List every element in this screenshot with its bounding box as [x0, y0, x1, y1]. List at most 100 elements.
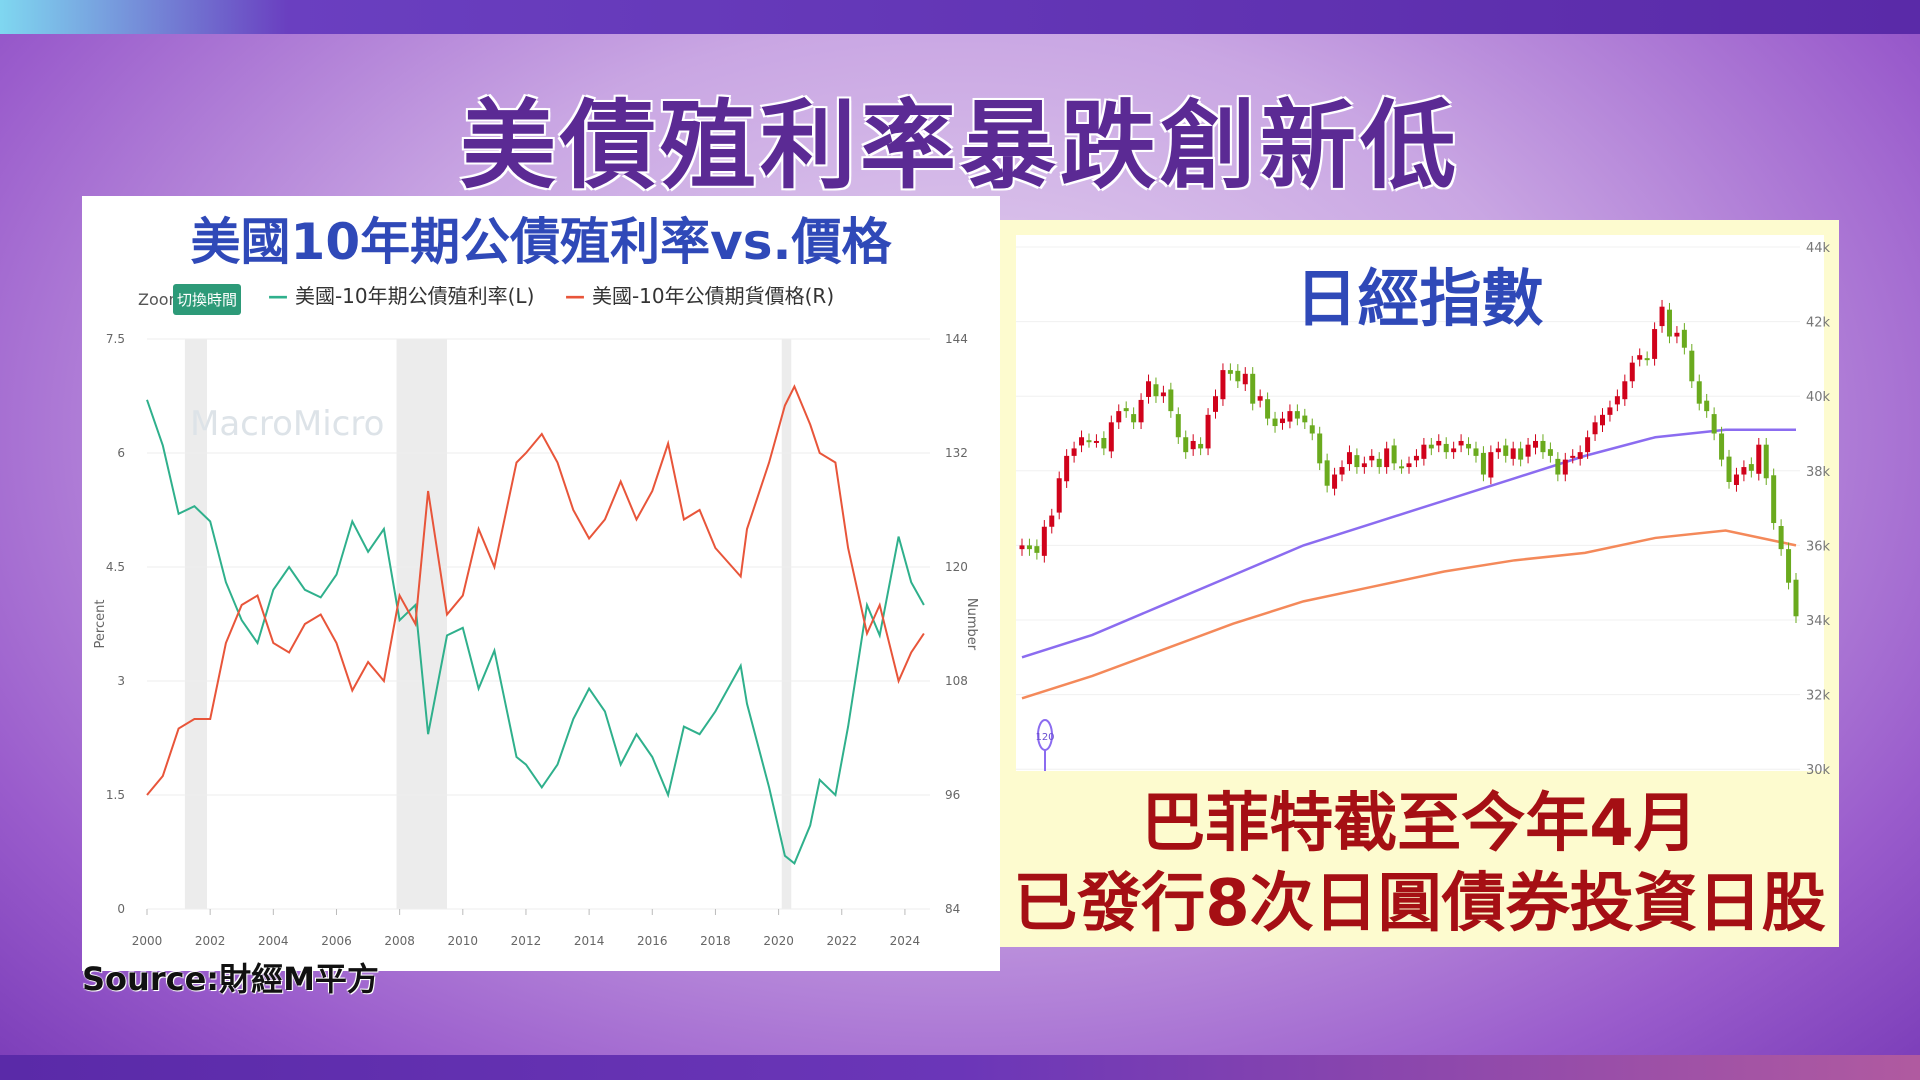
candle-body [1205, 414, 1211, 449]
candle-body [1242, 373, 1248, 385]
y-tick-label: 42k [1806, 316, 1831, 331]
y-tick-label: 34k [1806, 614, 1831, 629]
x-tick-label: 2008 [384, 934, 415, 948]
x-tick-label: 2012 [511, 934, 542, 948]
candle-body [1570, 455, 1576, 458]
legend-price-swatch: — [565, 284, 592, 308]
candle-body [1540, 440, 1546, 453]
candle-body [1056, 478, 1062, 513]
candle-body [1585, 437, 1591, 453]
candle-body [1719, 433, 1725, 460]
x-tick-label: 2016 [637, 934, 668, 948]
y-tick-label: 1.5 [106, 788, 125, 802]
candle-body [1302, 415, 1308, 423]
y-tick-label: 40k [1806, 390, 1831, 405]
zoom-time-button[interactable]: 切換時間 [173, 284, 242, 315]
candle-body [1741, 467, 1747, 475]
y-tick-label: 4.5 [106, 560, 125, 574]
candle-body [1384, 448, 1390, 468]
candle-body [1309, 425, 1315, 434]
candle-body [1421, 444, 1427, 459]
candle-body [1369, 455, 1375, 461]
candle-body [1577, 452, 1583, 459]
candle-body [1227, 370, 1233, 374]
candle-body [1108, 422, 1114, 452]
y-tick-label: 7.5 [106, 332, 125, 346]
y-tick-label: 38k [1806, 465, 1831, 480]
y2-tick-label: 108 [945, 674, 968, 688]
candle-body [1093, 440, 1099, 443]
candle-body [1257, 396, 1263, 401]
candle-body [1101, 437, 1107, 449]
candle-body [1607, 407, 1613, 415]
candle-body [1644, 358, 1650, 361]
zoom-label: Zoom [138, 290, 185, 309]
candle-body [1019, 545, 1025, 550]
candle-body [1681, 329, 1687, 348]
candle-body [1443, 443, 1449, 453]
y2-tick-label: 132 [945, 446, 968, 460]
candle-body [1183, 437, 1189, 453]
x-tick-label: 2022 [826, 934, 857, 948]
x-tick-label: 2024 [890, 934, 921, 948]
y-tick-label: 6 [117, 446, 125, 460]
legend-price[interactable]: — 美國-10年公債期貨價格(R) [565, 280, 834, 309]
candle-body [1592, 422, 1598, 435]
candle-body [1190, 440, 1196, 450]
source-text: Source:財經M平方 [82, 960, 379, 998]
candle-body [1756, 444, 1762, 474]
x-tick-label: 2000 [132, 934, 163, 948]
watermark: MacroMicro [190, 404, 384, 444]
candle-body [1146, 381, 1152, 397]
ma120-line [1021, 428, 1796, 659]
candle-body [1406, 463, 1412, 468]
candle-body [1175, 414, 1181, 438]
candle-body [1451, 448, 1457, 453]
candle-body [1778, 526, 1784, 550]
candle-body [1614, 396, 1620, 405]
candle-body [1518, 448, 1524, 460]
y-axis-label: Percent [93, 600, 108, 649]
candle-body [1131, 414, 1137, 423]
x-tick-label: 2002 [195, 934, 226, 948]
price-series-line [146, 384, 925, 796]
nikkei-title: 日經指數 [1295, 262, 1544, 335]
candle-body [1034, 546, 1040, 553]
y-tick-label: 30k [1806, 763, 1831, 778]
candle-body [1041, 526, 1047, 556]
candle-body [1786, 549, 1792, 583]
candle-body [1466, 443, 1472, 449]
candle-body [1659, 306, 1665, 327]
legend-yield-label: 美國-10年期公債殖利率(L) [294, 284, 535, 308]
recession-band [184, 339, 208, 909]
x-tick-label: 2014 [574, 934, 605, 948]
candle-body [1711, 414, 1717, 434]
candle-body [1168, 389, 1174, 412]
candle-body [1265, 399, 1271, 419]
candle-body [1346, 452, 1352, 465]
y2-tick-label: 96 [945, 788, 960, 802]
candle-body [1428, 444, 1434, 449]
recession-band [781, 339, 792, 909]
legend-yield[interactable]: — 美國-10年期公債殖利率(L) [268, 280, 534, 309]
x-tick-label: 2018 [700, 934, 731, 948]
top-bar [0, 0, 1920, 34]
candle-body [1123, 408, 1129, 412]
candle-body [1324, 460, 1330, 486]
candle-body [1600, 414, 1605, 426]
candle-body [1689, 350, 1695, 382]
candle-body [1116, 411, 1122, 423]
candle-body [1391, 445, 1397, 464]
candle-body [1198, 443, 1204, 449]
candle-body [1629, 362, 1635, 382]
candle-body [1071, 448, 1077, 456]
candle-body [1279, 418, 1285, 424]
caption-line-1: 巴菲特截至今年4月 [1141, 787, 1698, 861]
candle-body [1354, 455, 1360, 468]
candle-body [1503, 445, 1509, 456]
recession-band [396, 339, 448, 909]
candle-body [1674, 332, 1680, 337]
candle-body [1480, 452, 1486, 475]
y-tick-label: 3 [117, 674, 125, 688]
